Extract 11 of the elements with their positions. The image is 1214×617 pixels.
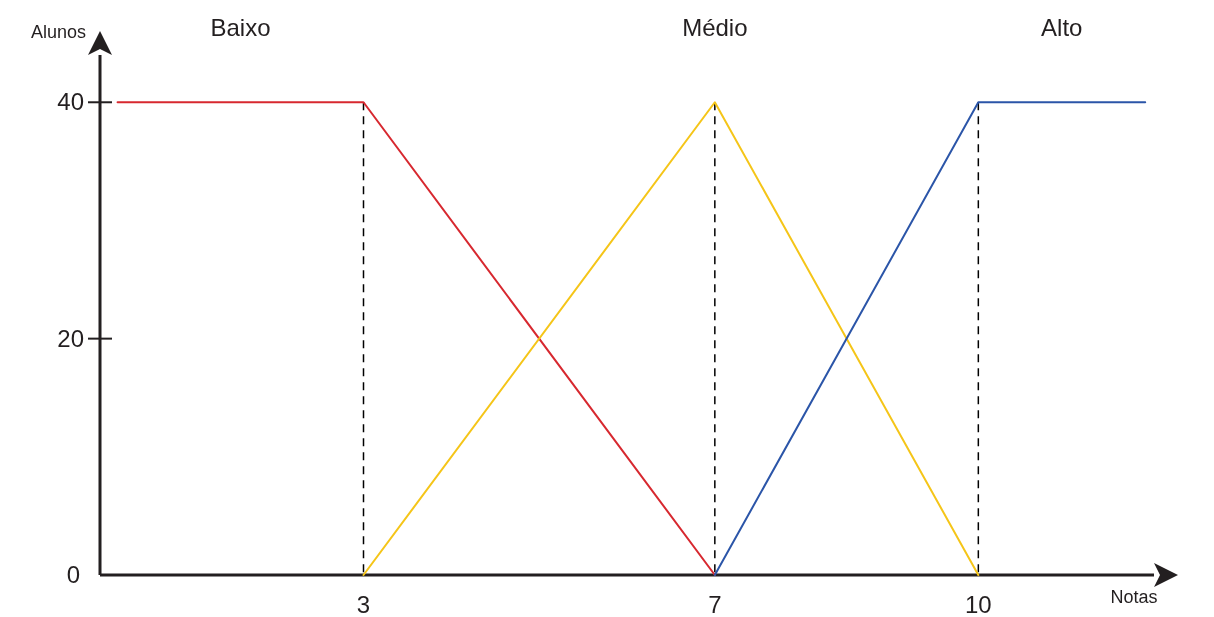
x-tick-label: 3 [356,591,371,617]
text: Médio [682,14,748,41]
text: Baixo [210,14,271,41]
y-tick-label: 40 [57,88,84,116]
x-tick-label: 10 [964,591,992,617]
y-tick-label: 0 [66,561,80,588]
x-axis-title: Notas [1110,587,1158,607]
y-tick-label: 20 [57,324,84,352]
y-axis-title: Alunos [30,22,86,42]
text: Alto [1041,14,1083,41]
x-tick-label: 7 [708,591,722,617]
